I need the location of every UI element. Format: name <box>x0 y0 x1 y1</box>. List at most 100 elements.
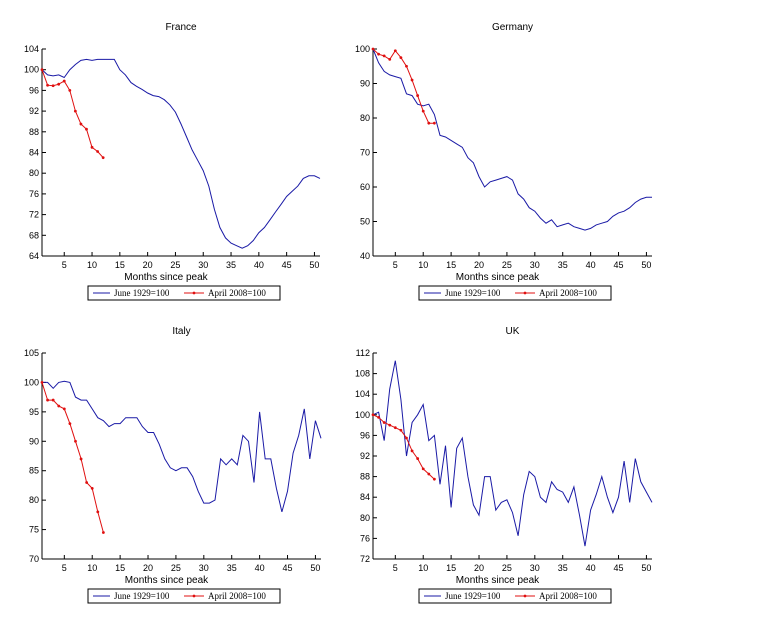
y-tick-label: 80 <box>360 113 370 123</box>
data-point-april2008 <box>421 467 425 471</box>
y-tick-label: 104 <box>24 44 39 54</box>
x-axis-label: Months since peak <box>125 575 209 586</box>
data-point-april2008 <box>432 121 436 125</box>
y-tick-label: 96 <box>29 85 39 95</box>
y-tick-label: 80 <box>29 168 39 178</box>
data-point-april2008 <box>68 89 72 92</box>
y-tick-label: 64 <box>29 251 39 261</box>
data-point-april2008 <box>96 150 99 153</box>
series-line-june1929 <box>42 380 322 513</box>
data-point-april2008 <box>405 64 408 68</box>
series-line-june1929 <box>372 48 652 231</box>
legend: June 1929=100 April 2008=100 <box>418 285 612 301</box>
series-line-april2008 <box>41 382 104 533</box>
x-tick-label: 20 <box>143 260 153 270</box>
data-point-april2008 <box>388 423 392 427</box>
data-point-april2008 <box>40 68 44 72</box>
y-tick-label: 72 <box>360 554 370 564</box>
series-line-april2008 <box>41 69 104 159</box>
x-tick-label: 40 <box>254 260 264 270</box>
x-tick-label: 25 <box>502 563 512 573</box>
data-point-april2008 <box>377 52 380 56</box>
y-tick-label: 88 <box>29 127 39 137</box>
x-tick-label: 15 <box>446 260 456 270</box>
data-point-april2008 <box>388 57 392 61</box>
data-point-april2008 <box>85 481 89 484</box>
x-tick-label: 30 <box>198 260 208 270</box>
legend: June 1929=100 April 2008=100 <box>87 285 281 301</box>
legend-label-april2008: April 2008=100 <box>539 591 597 601</box>
x-tick-label: 25 <box>502 260 512 270</box>
data-point-april2008 <box>432 477 436 481</box>
y-tick-label: 75 <box>29 525 39 535</box>
y-tick-label: 50 <box>360 217 370 227</box>
data-point-april2008 <box>101 156 105 160</box>
x-tick-label: 20 <box>474 260 484 270</box>
x-tick-label: 40 <box>586 563 596 573</box>
x-tick-label: 10 <box>418 563 428 573</box>
chart-title: Germany <box>492 22 533 33</box>
x-tick-label: 20 <box>143 563 153 573</box>
x-tick-label: 45 <box>614 563 624 573</box>
y-tick-label: 85 <box>29 466 39 476</box>
data-point-april2008 <box>62 407 66 411</box>
y-tick-label: 96 <box>360 430 370 440</box>
data-point-april2008 <box>51 398 55 402</box>
data-point-april2008 <box>382 54 386 58</box>
x-tick-label: 15 <box>115 563 125 573</box>
y-tick-label: 80 <box>29 495 39 505</box>
legend-marker-april2008 <box>523 291 527 295</box>
x-tick-label: 50 <box>309 260 319 270</box>
y-tick-label: 100 <box>24 377 39 387</box>
data-point-april2008 <box>85 127 88 131</box>
x-tick-label: 25 <box>171 563 181 573</box>
data-point-april2008 <box>399 428 403 432</box>
x-tick-label: 45 <box>282 260 292 270</box>
x-axis-label: Months since peak <box>456 575 540 586</box>
panel-germany: Germany 40 50 60 70 80 90 100 5 10 15 20 25 30 35 40 45 5… <box>355 22 652 301</box>
y-tick-label: 92 <box>360 451 370 461</box>
y-tick-label: 40 <box>360 251 370 261</box>
x-tick-label: 45 <box>283 563 293 573</box>
y-tick-label: 68 <box>29 230 39 240</box>
data-point-april2008 <box>416 94 420 97</box>
data-point-april2008 <box>399 56 403 60</box>
y-tick-label: 100 <box>355 44 370 54</box>
y-tick-label: 92 <box>29 106 39 116</box>
data-point-april2008 <box>73 109 77 113</box>
x-tick-label: 10 <box>87 260 97 270</box>
data-point-april2008 <box>101 531 105 534</box>
y-tick-label: 104 <box>355 389 370 399</box>
chart-title: France <box>165 22 197 33</box>
data-point-april2008 <box>96 510 100 514</box>
data-point-april2008 <box>405 436 408 440</box>
data-point-april2008 <box>51 84 55 88</box>
y-tick-label: 76 <box>360 533 370 543</box>
x-tick-label: 15 <box>446 563 456 573</box>
x-tick-label: 40 <box>255 563 265 573</box>
y-tick-label: 112 <box>356 348 370 358</box>
data-point-april2008 <box>46 83 49 87</box>
data-point-april2008 <box>416 457 420 460</box>
data-point-april2008 <box>421 109 425 113</box>
panel-uk: UK 72 76 80 84 88 92 96 100 104 108 112 5 10 15 20 25 30 3… <box>355 326 653 604</box>
x-axis-label: Months since peak <box>456 272 540 283</box>
x-tick-label: 50 <box>641 260 651 270</box>
x-tick-label: 15 <box>115 260 125 270</box>
data-point-april2008 <box>371 413 375 417</box>
x-axis-label: Months since peak <box>124 272 208 283</box>
legend-label-june1929: June 1929=100 <box>445 591 501 601</box>
x-tick-label: 35 <box>558 563 568 573</box>
x-tick-label: 35 <box>226 260 236 270</box>
y-tick-label: 100 <box>24 65 39 75</box>
x-tick-label: 50 <box>641 563 651 573</box>
x-tick-label: 45 <box>614 260 624 270</box>
x-tick-label: 50 <box>310 563 320 573</box>
chart-title: Italy <box>172 326 190 337</box>
y-tick-label: 72 <box>29 210 39 220</box>
y-tick-label: 105 <box>24 348 39 358</box>
series-line-june1929 <box>41 58 321 249</box>
data-point-april2008 <box>57 82 61 86</box>
legend-label-april2008: April 2008=100 <box>208 591 266 601</box>
x-tick-label: 10 <box>87 563 97 573</box>
